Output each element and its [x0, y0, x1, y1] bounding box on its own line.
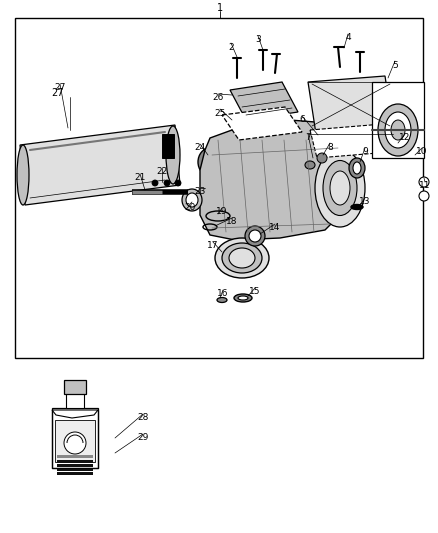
Polygon shape — [308, 76, 393, 134]
Text: 7: 7 — [305, 133, 311, 142]
Ellipse shape — [215, 238, 269, 278]
Text: 17: 17 — [207, 241, 219, 251]
Ellipse shape — [378, 104, 418, 156]
Text: 22: 22 — [156, 167, 168, 176]
Bar — [57, 464, 93, 466]
Text: 18: 18 — [226, 217, 238, 227]
Text: 12: 12 — [399, 133, 411, 142]
Text: 2: 2 — [228, 43, 234, 52]
Text: 4: 4 — [345, 34, 351, 43]
Text: 23: 23 — [194, 188, 206, 197]
Ellipse shape — [182, 189, 202, 211]
Polygon shape — [20, 125, 180, 205]
Text: 15: 15 — [249, 287, 261, 296]
Ellipse shape — [166, 126, 180, 184]
Circle shape — [175, 180, 181, 186]
Bar — [57, 472, 93, 474]
Text: 14: 14 — [269, 223, 281, 232]
Ellipse shape — [217, 297, 227, 303]
Text: 19: 19 — [216, 207, 228, 216]
Ellipse shape — [305, 161, 315, 169]
Text: 8: 8 — [327, 142, 333, 151]
Ellipse shape — [315, 149, 365, 227]
Bar — [57, 460, 93, 463]
Text: 3: 3 — [255, 36, 261, 44]
Text: 27: 27 — [54, 84, 66, 93]
Ellipse shape — [353, 162, 361, 174]
Ellipse shape — [229, 248, 255, 268]
Ellipse shape — [238, 296, 248, 300]
Text: 24: 24 — [194, 143, 205, 152]
Circle shape — [164, 180, 170, 186]
Polygon shape — [200, 118, 345, 240]
Ellipse shape — [391, 120, 405, 140]
Ellipse shape — [351, 205, 363, 209]
Polygon shape — [222, 107, 302, 140]
Circle shape — [64, 432, 86, 454]
Text: 11: 11 — [419, 182, 431, 190]
Ellipse shape — [203, 153, 217, 171]
Text: 29: 29 — [137, 433, 148, 442]
Text: 21: 21 — [134, 174, 146, 182]
Polygon shape — [310, 124, 390, 158]
Text: 5: 5 — [392, 61, 398, 69]
Bar — [66, 392, 84, 408]
Ellipse shape — [234, 294, 252, 302]
Bar — [55, 420, 95, 462]
Text: 6: 6 — [299, 116, 305, 125]
Text: 25: 25 — [214, 109, 226, 117]
Text: 13: 13 — [359, 198, 371, 206]
Bar — [57, 468, 93, 471]
Bar — [162, 134, 174, 158]
Ellipse shape — [330, 171, 350, 205]
Ellipse shape — [222, 243, 262, 273]
Polygon shape — [52, 410, 98, 418]
Circle shape — [419, 191, 429, 201]
Ellipse shape — [249, 230, 261, 242]
Ellipse shape — [245, 226, 265, 246]
Circle shape — [419, 177, 429, 187]
Text: 20: 20 — [184, 204, 196, 213]
Bar — [52, 408, 98, 468]
Ellipse shape — [198, 148, 222, 176]
Ellipse shape — [186, 193, 198, 207]
Bar — [57, 455, 93, 457]
Polygon shape — [230, 82, 298, 120]
Ellipse shape — [17, 145, 29, 205]
Ellipse shape — [323, 160, 357, 215]
Bar — [372, 82, 424, 158]
Text: 16: 16 — [217, 289, 229, 298]
Circle shape — [317, 153, 327, 163]
Ellipse shape — [349, 158, 365, 178]
Text: 28: 28 — [137, 414, 148, 423]
Bar — [64, 380, 86, 394]
Text: 1: 1 — [217, 3, 223, 13]
Circle shape — [152, 180, 158, 186]
Ellipse shape — [202, 182, 218, 188]
Bar — [15, 18, 423, 358]
Ellipse shape — [385, 112, 411, 148]
Text: 9: 9 — [362, 148, 368, 157]
Text: 27: 27 — [51, 88, 63, 98]
Text: 26: 26 — [212, 93, 224, 102]
Text: 10: 10 — [416, 148, 428, 157]
